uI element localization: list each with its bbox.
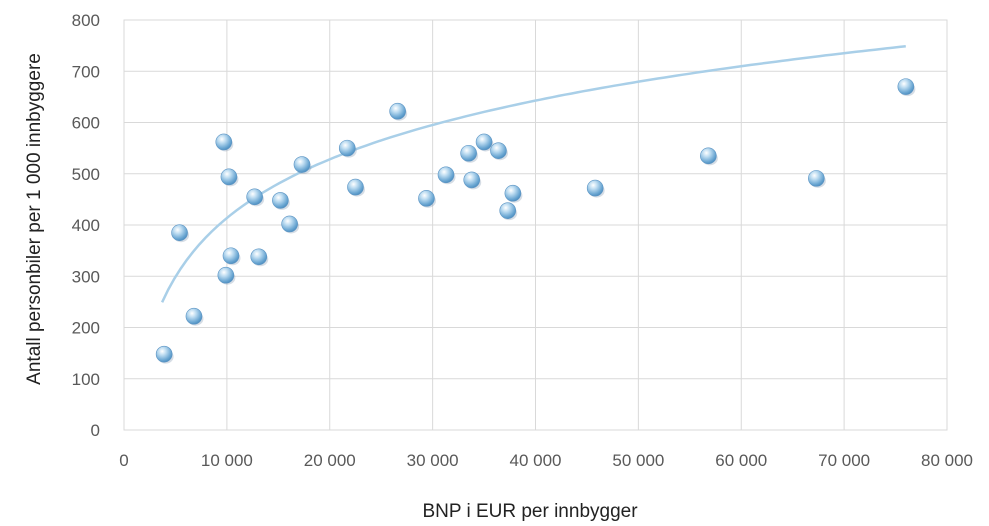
data-point <box>586 179 604 197</box>
data-point <box>475 133 493 151</box>
data-point <box>808 170 825 187</box>
y-tick-label: 100 <box>72 370 100 389</box>
data-points <box>155 78 916 364</box>
y-axis-label: Antall personbiler per 1 000 innbyggere <box>24 53 45 385</box>
x-tick-label: 0 <box>119 451 128 470</box>
data-point <box>338 139 356 157</box>
data-point <box>499 202 517 219</box>
x-axis-ticks: 0 10 000 20 000 30 000 40 000 50 000 60 000 70 … <box>119 451 973 470</box>
data-point <box>490 142 507 159</box>
data-point <box>185 307 203 325</box>
data-point <box>272 192 289 209</box>
gridlines <box>123 19 948 431</box>
data-point <box>222 247 240 265</box>
y-tick-label: 0 <box>91 421 100 440</box>
x-tick-label: 60 000 <box>715 451 767 470</box>
y-tick-label: 800 <box>72 11 100 30</box>
data-point <box>347 178 364 196</box>
x-tick-label: 40 000 <box>510 451 562 470</box>
y-tick-label: 300 <box>72 267 100 286</box>
x-tick-label: 70 000 <box>818 451 870 470</box>
y-tick-label: 200 <box>72 319 100 338</box>
y-axis-ticks: 0 100 200 300 400 500 600 700 800 <box>72 11 100 440</box>
trendline-group <box>160 44 906 303</box>
y-tick-label: 700 <box>72 62 100 81</box>
y-tick-label: 600 <box>72 114 100 133</box>
data-point <box>897 78 915 95</box>
data-point <box>293 156 311 173</box>
data-point <box>250 248 268 266</box>
x-axis-label: BNP i EUR per innbygger <box>422 501 638 522</box>
data-point <box>220 168 238 186</box>
x-tick-label: 10 000 <box>201 451 253 470</box>
y-tick-label: 400 <box>72 216 100 235</box>
data-point <box>460 144 477 162</box>
y-tick-label: 500 <box>72 165 100 184</box>
data-point <box>246 188 263 206</box>
trendline <box>160 44 906 303</box>
x-tick-label: 80 000 <box>921 451 973 470</box>
data-point <box>215 133 233 151</box>
data-point <box>389 102 406 120</box>
data-point <box>281 215 298 233</box>
data-point <box>463 171 481 189</box>
data-point <box>700 147 717 165</box>
data-point <box>155 345 173 363</box>
data-point <box>437 166 455 184</box>
x-tick-label: 50 000 <box>612 451 664 470</box>
x-tick-label: 30 000 <box>407 451 459 470</box>
data-point <box>504 184 522 202</box>
data-point <box>418 190 435 207</box>
data-point <box>217 266 235 284</box>
x-tick-label: 20 000 <box>304 451 356 470</box>
data-point <box>171 224 188 241</box>
